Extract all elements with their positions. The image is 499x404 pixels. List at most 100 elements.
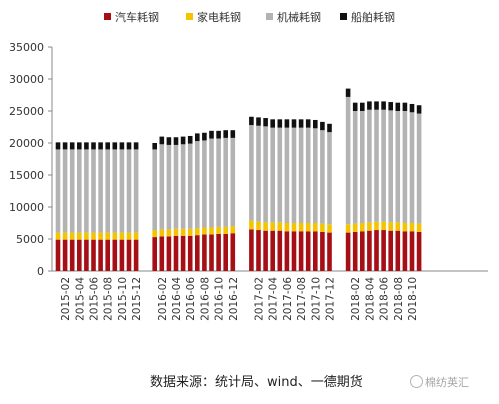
bar-stack-2017-04: [270, 119, 275, 271]
bar-segment-4-2016-04: [173, 137, 179, 145]
bar-stack-2015-01: [55, 142, 61, 271]
bar-segment-1-2017-05: [277, 230, 283, 271]
bar-segment-1-2017-11: [320, 231, 325, 271]
bar-segment-1-2018-09: [402, 231, 408, 271]
legend-swatch-3: [266, 13, 273, 20]
bar-segment-1-2016-12: [230, 233, 236, 271]
x-tick-label: 2017-04: [268, 277, 280, 321]
bar-stack-2015-11: [126, 142, 132, 271]
bar-segment-3-2016-08: [202, 140, 207, 228]
bar-segment-2-2018-04: [367, 222, 372, 231]
bar-segment-2-2017-08: [298, 223, 304, 232]
bar-segment-3-2016-12: [230, 137, 236, 227]
bar-segment-2-2016-05: [180, 228, 186, 236]
x-tick-label: 2017-06: [282, 277, 294, 321]
bar-stack-2016-03: [166, 137, 172, 271]
bar-stack-2015-03: [69, 142, 75, 271]
bar-stack-2016-12: [230, 130, 236, 271]
bar-stack-2018-10: [409, 103, 415, 271]
bar-stack-2015-07: [98, 142, 103, 271]
bar-segment-4-2018-08: [395, 102, 401, 111]
bar-segment-2-2018-08: [395, 222, 401, 231]
bar-segment-3-2016-06: [187, 143, 193, 229]
bar-segment-2-2017-11: [320, 223, 325, 232]
bar-segment-4-2017-02: [256, 117, 261, 126]
bar-segment-3-2018-05: [374, 109, 379, 222]
x-tick-label: 2015-02: [60, 277, 72, 321]
bar-stack-2016-07: [195, 133, 200, 271]
bar-stack-2015-02: [62, 142, 68, 271]
bar-segment-4-2017-07: [291, 119, 297, 128]
bar-segment-2-2017-02: [256, 221, 261, 231]
bar-segment-3-2015-01: [55, 149, 61, 233]
bars: [55, 88, 422, 271]
bar-segment-3-2015-03: [69, 149, 75, 233]
bar-segment-2-2018-02: [352, 223, 358, 232]
bar-segment-2-2017-07: [291, 223, 297, 232]
bar-stack-2015-06: [91, 142, 96, 271]
bar-stack-2017-01: [249, 116, 254, 271]
bar-segment-2-2016-09: [209, 227, 214, 235]
bar-segment-2-2015-04: [77, 232, 82, 240]
bar-segment-4-2018-04: [367, 101, 372, 110]
bar-segment-2-2016-11: [223, 226, 228, 234]
bar-segment-2-2018-10: [409, 223, 415, 232]
bar-segment-2-2017-10: [313, 223, 318, 232]
bar-segment-4-2018-01: [345, 88, 351, 97]
watermark: 棉纺英汇: [410, 374, 469, 390]
bar-segment-3-2017-11: [320, 130, 325, 224]
bar-segment-1-2016-04: [173, 235, 179, 271]
bar-segment-4-2015-12: [133, 142, 139, 150]
bar-segment-3-2015-04: [77, 149, 82, 233]
y-tick-label: 30000: [9, 73, 44, 86]
y-axis: 0 5000 10000 15000 20000 25000 30000 35000: [9, 41, 53, 278]
bar-segment-1-2016-09: [209, 234, 214, 271]
bar-segment-2-2017-03: [263, 222, 268, 231]
bar-stack-2016-04: [173, 137, 179, 271]
bar-segment-3-2015-12: [133, 149, 139, 233]
bar-segment-1-2016-02: [159, 236, 165, 271]
bar-segment-4-2015-04: [77, 142, 82, 150]
legend-swatch-1: [104, 13, 111, 20]
bar-segment-4-2015-09: [112, 142, 118, 150]
bar-segment-1-2018-06: [381, 230, 386, 271]
bar-segment-2-2015-05: [84, 232, 89, 240]
bar-segment-2-2015-07: [98, 232, 103, 240]
bar-segment-1-2015-11: [126, 239, 132, 271]
bar-segment-4-2016-10: [216, 130, 221, 139]
bar-segment-3-2017-10: [313, 128, 318, 223]
x-tick-label: 2016-06: [185, 277, 197, 321]
bar-segment-3-2015-07: [98, 149, 103, 233]
bar-segment-1-2018-01: [345, 232, 351, 271]
bar-stack-2016-06: [187, 135, 193, 271]
y-tick-label: 35000: [9, 41, 44, 54]
bar-segment-4-2016-08: [202, 132, 207, 141]
bar-segment-1-2016-05: [180, 235, 186, 271]
bar-segment-1-2017-10: [313, 231, 318, 271]
bar-segment-4-2015-08: [105, 142, 110, 150]
bar-stack-2016-02: [159, 136, 165, 271]
bar-segment-2-2016-12: [230, 226, 236, 234]
bar-segment-1-2017-06: [284, 231, 290, 271]
bar-segment-2-2018-11: [416, 223, 422, 232]
bar-segment-2-2016-03: [166, 229, 172, 237]
bar-segment-4-2017-08: [298, 119, 304, 128]
bar-segment-3-2017-09: [305, 127, 311, 223]
bar-segment-3-2016-02: [159, 144, 165, 230]
bar-segment-3-2018-02: [352, 111, 358, 224]
bar-stack-2018-03: [360, 102, 365, 271]
bar-segment-3-2015-06: [91, 149, 96, 233]
bar-stack-2018-11: [416, 105, 422, 271]
bar-segment-2-2015-06: [91, 232, 96, 240]
bar-segment-1-2018-07: [388, 230, 393, 271]
bar-segment-4-2017-01: [249, 116, 254, 126]
bar-stack-2015-10: [119, 142, 125, 271]
bar-stack-2018-07: [388, 102, 393, 271]
bar-segment-4-2017-05: [277, 119, 283, 128]
bar-segment-4-2017-04: [270, 119, 275, 128]
bar-segment-1-2017-12: [327, 232, 332, 271]
bar-segment-2-2015-01: [55, 232, 61, 240]
bar-segment-1-2015-08: [105, 239, 110, 271]
y-tick-label: 5000: [16, 233, 44, 246]
x-tick-label: 2017-08: [296, 277, 308, 321]
